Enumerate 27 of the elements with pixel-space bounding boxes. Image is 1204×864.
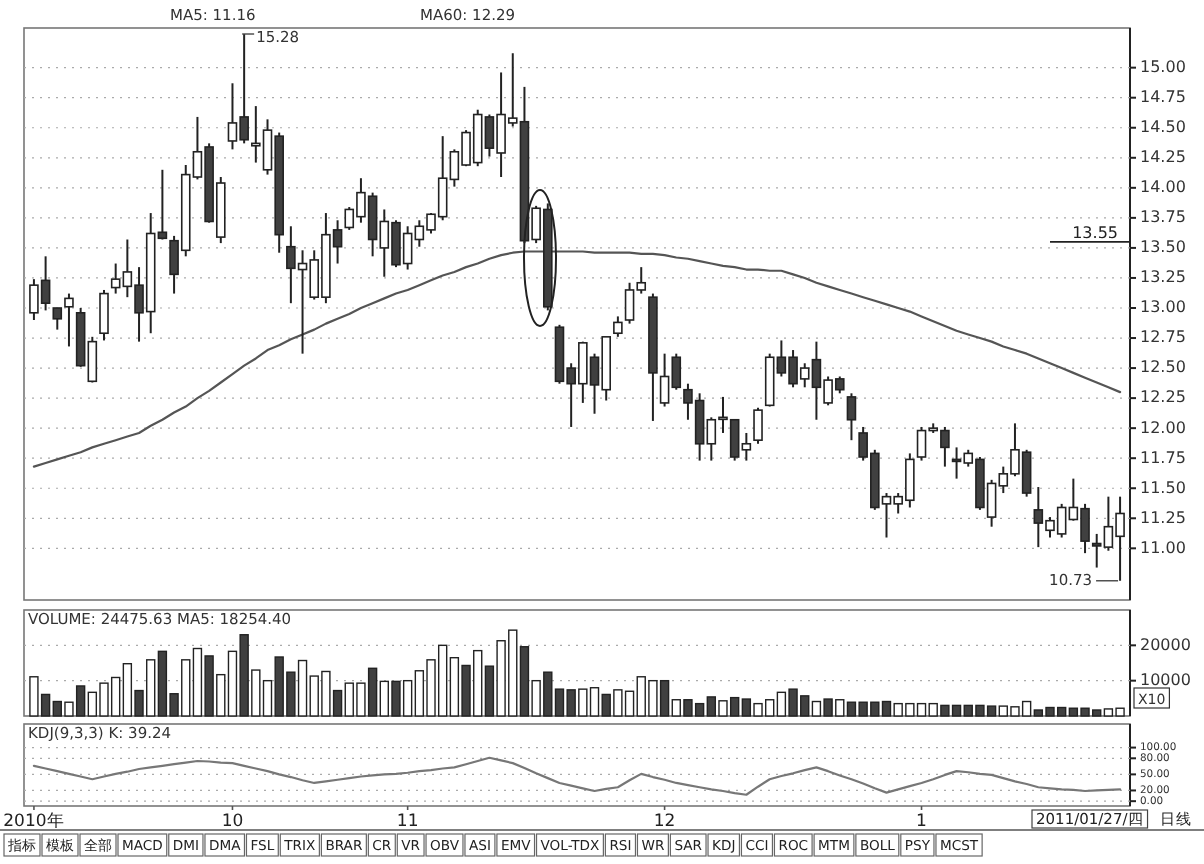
y-tick-label: 10000 [1140, 671, 1191, 690]
x-tick-label: 2010年 [3, 810, 65, 832]
y-tick-label: 14.00 [1140, 178, 1186, 197]
x-tick-label: 10 [221, 812, 244, 832]
y-tick-label: 12.75 [1140, 328, 1186, 347]
x-tick-label: 11 [396, 812, 419, 832]
y-tick-label: 11.00 [1140, 538, 1186, 557]
y-tick-label: 15.00 [1140, 58, 1186, 77]
y-tick-label: 11.50 [1140, 478, 1186, 497]
y-tick-label: 12.50 [1140, 358, 1186, 377]
y-tick-label: 11.25 [1140, 508, 1186, 527]
y-tick-label: 11.75 [1140, 448, 1186, 467]
y-tick-label: 13.25 [1140, 268, 1186, 287]
y-tick-label: 20000 [1140, 635, 1191, 654]
ref-line-label: 13.55 [1072, 223, 1118, 242]
y-tick-label: 14.75 [1140, 88, 1186, 107]
line-series [32, 250, 1122, 468]
y-tick-label: 13.50 [1140, 238, 1186, 257]
x-tick-label: 1 [916, 812, 927, 832]
y-tick-label: 14.25 [1140, 148, 1186, 167]
y-tick-label: 12.00 [1140, 418, 1186, 437]
y-tick-label: 13.00 [1140, 298, 1186, 317]
line-series [32, 756, 1122, 796]
y-tick-label: 14.50 [1140, 118, 1186, 137]
y-tick-label: 12.25 [1140, 388, 1186, 407]
y-tick-label: 13.75 [1140, 208, 1186, 227]
x-tick-label: 12 [653, 812, 676, 832]
